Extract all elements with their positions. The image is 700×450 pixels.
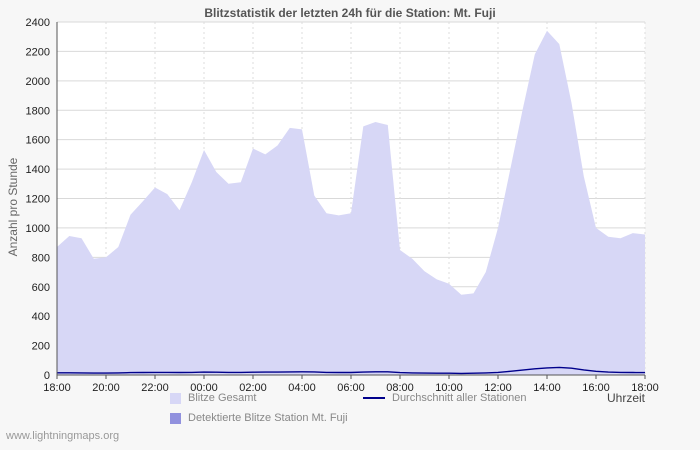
svg-text:200: 200 <box>32 341 50 353</box>
svg-text:18:00: 18:00 <box>43 382 71 394</box>
svg-text:04:00: 04:00 <box>288 382 316 394</box>
svg-text:02:00: 02:00 <box>239 382 267 394</box>
svg-text:600: 600 <box>32 282 50 294</box>
legend-line-swatch-average <box>363 397 385 399</box>
legend-label-average: Durchschnitt aller Stationen <box>392 392 527 404</box>
svg-text:1200: 1200 <box>26 194 50 206</box>
svg-text:06:00: 06:00 <box>337 382 365 394</box>
svg-text:2400: 2400 <box>26 17 50 29</box>
svg-text:08:00: 08:00 <box>386 382 414 394</box>
svg-text:12:00: 12:00 <box>484 382 512 394</box>
x-axis-label: Uhrzeit <box>606 391 645 405</box>
chart-title: Blitzstatistik der letzten 24h für die S… <box>204 6 496 20</box>
series-areas <box>57 30 646 376</box>
svg-text:1400: 1400 <box>26 164 50 176</box>
svg-text:800: 800 <box>32 252 50 264</box>
svg-text:20:00: 20:00 <box>92 382 120 394</box>
svg-text:14:00: 14:00 <box>533 382 561 394</box>
svg-text:1600: 1600 <box>26 135 50 147</box>
legend-swatch-total <box>170 392 181 404</box>
legend-item-total: Blitze Gesamt <box>170 392 256 404</box>
svg-text:00:00: 00:00 <box>190 382 218 394</box>
svg-text:2200: 2200 <box>26 46 50 58</box>
svg-text:1800: 1800 <box>26 105 50 117</box>
svg-text:18:00: 18:00 <box>631 382 659 394</box>
svg-text:400: 400 <box>32 311 50 323</box>
legend-label-total: Blitze Gesamt <box>188 392 257 404</box>
legend-item-average: Durchschnitt aller Stationen <box>363 392 527 404</box>
svg-text:10:00: 10:00 <box>435 382 463 394</box>
svg-text:16:00: 16:00 <box>582 382 610 394</box>
legend-swatch-detected <box>170 412 181 424</box>
legend-label-detected: Detektierte Blitze Station Mt. Fuji <box>188 412 348 424</box>
svg-text:22:00: 22:00 <box>141 382 169 394</box>
legend-item-detected: Detektierte Blitze Station Mt. Fuji <box>170 412 348 424</box>
svg-text:1000: 1000 <box>26 223 50 235</box>
svg-text:0: 0 <box>44 370 50 382</box>
x-tick-labels: 18:00 20:00 22:00 00:00 02:00 04:00 06:00 08:00… <box>43 375 659 394</box>
y-tick-labels: 0 200 400 600 800 1000 1200 1400 1600 1800 2000 220… <box>26 17 50 382</box>
average-line <box>57 366 646 375</box>
watermark-link[interactable]: www.lightningmaps.org <box>6 430 120 442</box>
svg-text:2000: 2000 <box>26 76 50 88</box>
